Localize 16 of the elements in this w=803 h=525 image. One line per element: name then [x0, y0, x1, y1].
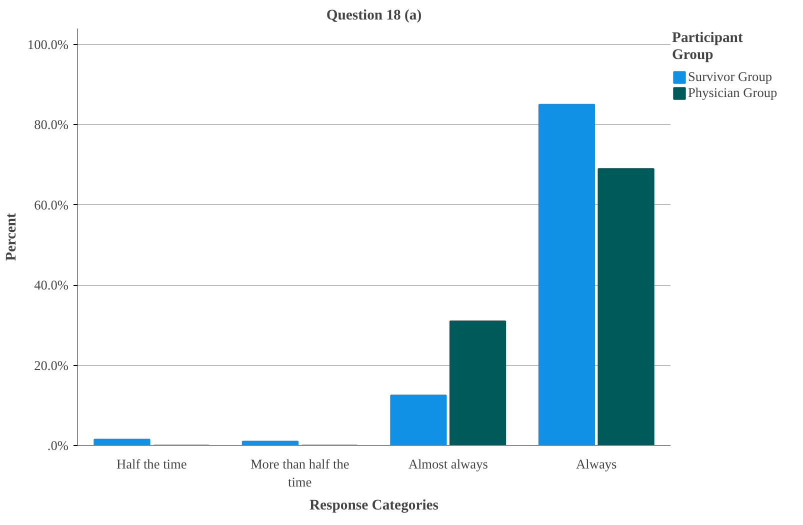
- chart-title: Question 18 (a): [326, 8, 422, 24]
- x-tick-label: Half the time: [116, 456, 187, 472]
- y-axis-title: Percent: [3, 213, 20, 261]
- y-tick-label: 80.0%: [34, 117, 69, 132]
- legend-label: Physician Group: [688, 85, 778, 101]
- legend-label: Survivor Group: [688, 69, 772, 85]
- x-tick-label: More than half the time: [250, 456, 350, 490]
- y-tick-label: 20.0%: [34, 358, 69, 373]
- y-tick-label: 100.0%: [27, 37, 69, 52]
- x-tick-label: Always: [576, 456, 617, 472]
- y-tick-label: .0%: [47, 438, 69, 453]
- y-tick-label: 60.0%: [34, 197, 69, 212]
- x-axis-title: Response Categories: [309, 498, 439, 514]
- x-tick-label: Almost always: [408, 456, 488, 472]
- y-tick-label: 40.0%: [34, 278, 69, 293]
- legend-title: Participant Group: [672, 30, 744, 64]
